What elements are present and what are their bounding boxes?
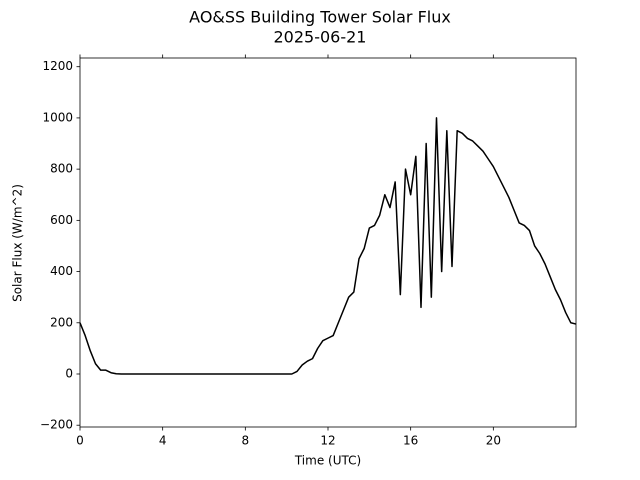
x-tick-label: 20 (486, 434, 501, 448)
x-tick-label: 8 (242, 434, 250, 448)
y-tick-label: −200 (40, 418, 73, 432)
plot-frame (79, 57, 577, 428)
flux-line (79, 117, 577, 375)
x-tick-label: 0 (76, 434, 84, 448)
x-axis-label: Time (UTC) (294, 454, 361, 468)
x-tick-label: 4 (159, 434, 167, 448)
y-tick-label: 1200 (42, 59, 73, 73)
y-tick-label: 800 (50, 162, 73, 176)
x-tick-label: 16 (403, 434, 418, 448)
y-tick-label: 400 (50, 264, 73, 278)
y-tick-label: 1000 (42, 110, 73, 124)
y-tick-label: 600 (50, 213, 73, 227)
chart-subtitle: 2025-06-21 (274, 28, 367, 47)
x-tick-label: 12 (320, 434, 335, 448)
y-tick-label: 200 (50, 315, 73, 329)
chart-title: AO&SS Building Tower Solar Flux (189, 8, 451, 27)
y-axis-label: Solar Flux (W/m^2) (11, 184, 25, 302)
y-tick-label: 0 (65, 366, 73, 380)
